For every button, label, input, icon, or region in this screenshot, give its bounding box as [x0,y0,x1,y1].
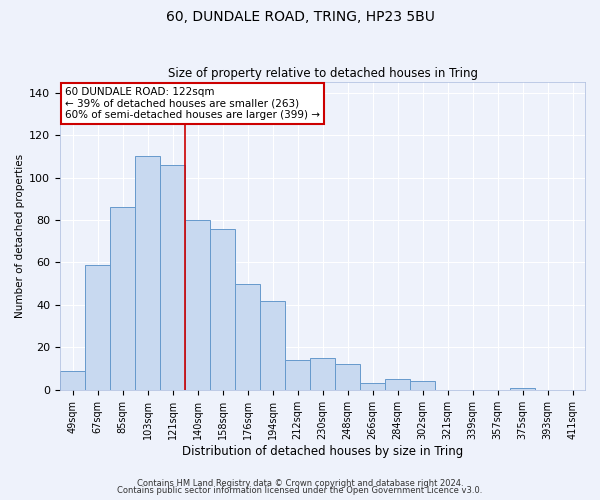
Bar [260,300,284,390]
Bar [211,228,235,390]
Bar [85,264,110,390]
Text: Contains HM Land Registry data © Crown copyright and database right 2024.: Contains HM Land Registry data © Crown c… [137,478,463,488]
Text: 60 DUNDALE ROAD: 122sqm
← 39% of detached houses are smaller (263)
60% of semi-d: 60 DUNDALE ROAD: 122sqm ← 39% of detache… [65,86,320,120]
Bar [410,382,434,390]
Text: 60, DUNDALE ROAD, TRING, HP23 5BU: 60, DUNDALE ROAD, TRING, HP23 5BU [166,10,434,24]
Y-axis label: Number of detached properties: Number of detached properties [15,154,25,318]
Bar [160,165,185,390]
Bar [385,379,410,390]
Bar [286,360,310,390]
Title: Size of property relative to detached houses in Tring: Size of property relative to detached ho… [167,66,478,80]
Bar [235,284,260,390]
Bar [310,358,335,390]
Bar [61,370,85,390]
Bar [185,220,209,390]
Bar [136,156,160,390]
X-axis label: Distribution of detached houses by size in Tring: Distribution of detached houses by size … [182,444,463,458]
Bar [511,388,535,390]
Bar [361,384,385,390]
Text: Contains public sector information licensed under the Open Government Licence v3: Contains public sector information licen… [118,486,482,495]
Bar [110,208,134,390]
Bar [335,364,359,390]
